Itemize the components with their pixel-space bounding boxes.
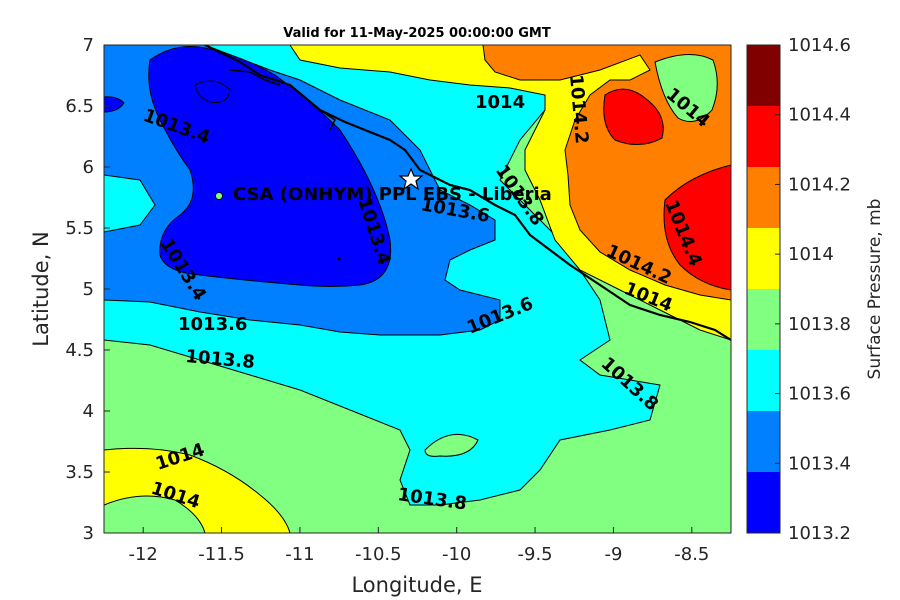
colorbar-label: 1013.8: [788, 314, 851, 335]
pressure-pocket: [654, 54, 718, 123]
y-axis-title: Latitude, N: [29, 231, 53, 347]
x-tick-label: -8.5: [674, 544, 709, 565]
border-line: [229, 69, 336, 131]
station-marker: CSA (ONHYM) PPL EBS - Liberia: [215, 167, 552, 261]
colorbar-swatch: [747, 167, 780, 229]
colorbar: 1014.6 1014.4 1014.2 1014 1013.8 1013.6 1013.4…: [746, 35, 851, 544]
y-tick-label: 5: [83, 279, 94, 300]
colorbar-swatch: [747, 350, 780, 412]
colorbar-label: 1014.6: [788, 35, 851, 56]
y-tick-label: 7: [83, 35, 94, 56]
x-tick-label: -10: [442, 544, 471, 565]
colorbar-frame: [746, 44, 781, 534]
pressure-band-1013.2: [148, 46, 392, 287]
map-area: [104, 45, 731, 533]
y-tick-label: 3.5: [65, 462, 94, 483]
x-tick-label: -12: [128, 544, 157, 565]
y-tick-label: 5.5: [65, 218, 94, 239]
pressure-notch: [104, 174, 156, 233]
x-axis-title: Longitude, E: [351, 573, 482, 597]
pressure-band-1013.2-edge: [104, 96, 125, 113]
star-icon: [398, 167, 424, 191]
colorbar-swatch: [747, 472, 780, 534]
pressure-band-1014.4-a: [603, 88, 664, 145]
pressure-band-1014.4-b: [663, 164, 731, 291]
point-icon: [337, 257, 341, 261]
y-tick-label: 6: [83, 157, 94, 178]
x-axis: -12 -11.5 -11 -10.5 -10 -9.5 -9 -8.5: [128, 527, 709, 565]
pressure-hole: [424, 433, 479, 457]
colorbar-label: 1014: [788, 244, 834, 265]
coastline: [204, 45, 731, 341]
contour-label: 1014: [475, 92, 525, 113]
point-icon: [215, 192, 223, 200]
colorbar-swatch: [747, 45, 780, 107]
station-label: CSA (ONHYM) PPL EBS - Liberia: [233, 184, 552, 205]
x-tick-label: -11: [285, 544, 314, 565]
y-tick-label: 3: [83, 523, 94, 544]
y-tick-label: 4.5: [65, 340, 94, 361]
x-tick-label: -10.5: [355, 544, 402, 565]
y-tick-label: 6.5: [65, 96, 94, 117]
pressure-inner-contour: [194, 80, 231, 103]
colorbar-swatch: [747, 411, 780, 473]
pressure-band-1014-south-inner: [104, 495, 206, 533]
y-tick-label: 4: [83, 401, 94, 422]
colorbar-label: 1013.2: [788, 523, 851, 544]
colorbar-swatch: [747, 228, 780, 290]
x-tick-label: -11.5: [198, 544, 245, 565]
colorbar-label: 1014.4: [788, 105, 851, 126]
colorbar-label: 1013.4: [788, 453, 851, 474]
colorbar-label: 1013.6: [788, 384, 851, 405]
contour-label: 1013.6: [178, 314, 247, 335]
x-tick-label: -9: [604, 544, 622, 565]
colorbar-label: 1014.2: [788, 174, 851, 195]
plot-title: Valid for 11-May-2025 00:00:00 GMT: [283, 26, 551, 41]
colorbar-title: Surface Pressure, mb: [865, 199, 885, 380]
y-axis: 7 6.5 6 5.5 5 4.5 4 3.5 3: [65, 35, 110, 544]
colorbar-swatch: [747, 289, 780, 351]
colorbar-swatch: [747, 106, 780, 168]
x-tick-label: -9.5: [518, 544, 553, 565]
